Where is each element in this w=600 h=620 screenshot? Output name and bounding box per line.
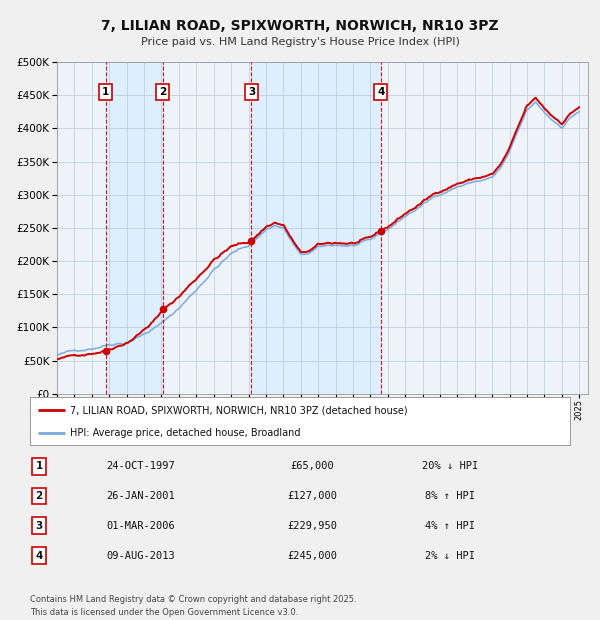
Text: Contains HM Land Registry data © Crown copyright and database right 2025.
This d: Contains HM Land Registry data © Crown c… [30, 595, 356, 618]
Text: Price paid vs. HM Land Registry's House Price Index (HPI): Price paid vs. HM Land Registry's House … [140, 37, 460, 47]
Text: 4: 4 [377, 87, 385, 97]
Text: 1: 1 [102, 87, 110, 97]
Text: 8% ↑ HPI: 8% ↑ HPI [425, 491, 475, 501]
Bar [106, 62, 163, 394]
Text: 3: 3 [35, 521, 43, 531]
Text: 4: 4 [35, 551, 43, 560]
Bar [251, 62, 381, 394]
Text: £229,950: £229,950 [287, 521, 337, 531]
Text: 3: 3 [248, 87, 255, 97]
Text: £65,000: £65,000 [290, 461, 334, 471]
Text: 01-MAR-2006: 01-MAR-2006 [107, 521, 175, 531]
Text: £245,000: £245,000 [287, 551, 337, 560]
Text: 2: 2 [159, 87, 166, 97]
Text: 09-AUG-2013: 09-AUG-2013 [107, 551, 175, 560]
Text: 7, LILIAN ROAD, SPIXWORTH, NORWICH, NR10 3PZ: 7, LILIAN ROAD, SPIXWORTH, NORWICH, NR10… [101, 19, 499, 33]
Text: HPI: Average price, detached house, Broadland: HPI: Average price, detached house, Broa… [71, 428, 301, 438]
Text: 2% ↓ HPI: 2% ↓ HPI [425, 551, 475, 560]
Text: 26-JAN-2001: 26-JAN-2001 [107, 491, 175, 501]
Text: 24-OCT-1997: 24-OCT-1997 [107, 461, 175, 471]
Text: 4% ↑ HPI: 4% ↑ HPI [425, 521, 475, 531]
Text: 7, LILIAN ROAD, SPIXWORTH, NORWICH, NR10 3PZ (detached house): 7, LILIAN ROAD, SPIXWORTH, NORWICH, NR10… [71, 405, 408, 415]
Text: 2: 2 [35, 491, 43, 501]
Text: 1: 1 [35, 461, 43, 471]
Text: £127,000: £127,000 [287, 491, 337, 501]
Text: 20% ↓ HPI: 20% ↓ HPI [422, 461, 478, 471]
